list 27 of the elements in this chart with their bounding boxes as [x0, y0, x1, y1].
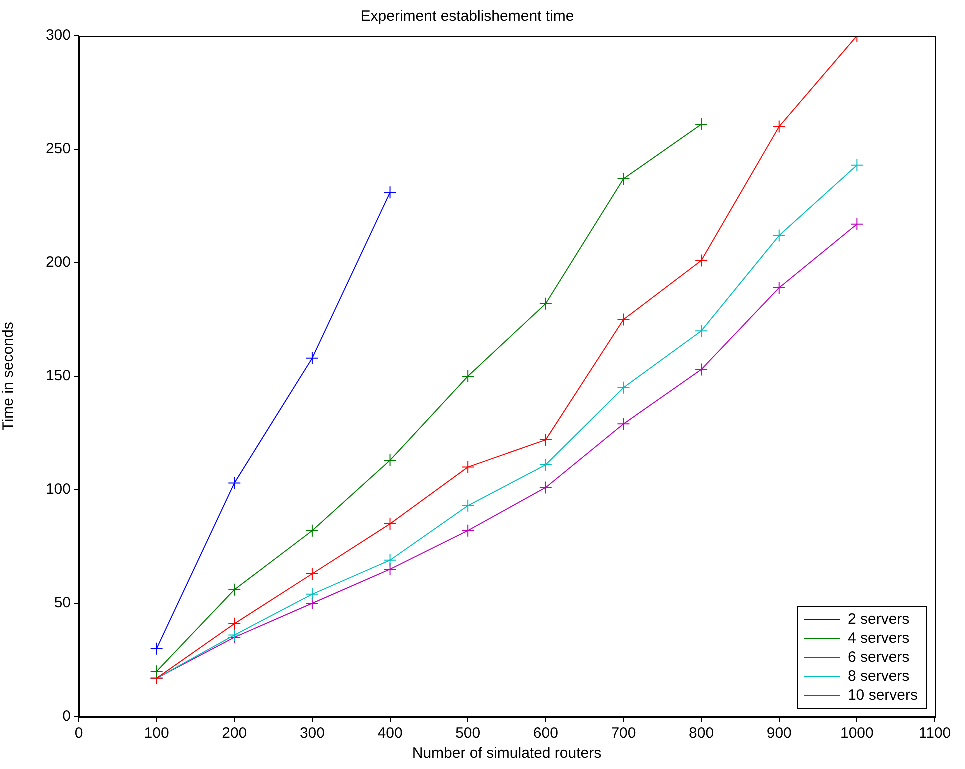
x-tick-label: 600 — [533, 725, 558, 742]
y-tick-label: 300 — [46, 27, 71, 44]
x-tick-label: 200 — [222, 725, 248, 742]
y-tick-label: 250 — [46, 140, 71, 158]
legend-label: 8 servers — [848, 667, 910, 686]
y-tick-label: 150 — [46, 368, 71, 385]
x-tick-label: 500 — [456, 725, 481, 742]
chart-title: Experiment establishement time — [360, 8, 574, 26]
x-tick-label: 700 — [611, 725, 636, 742]
x-tick-label: 1100 — [918, 725, 952, 742]
legend-label: 2 servers — [848, 610, 910, 629]
legend-label: 10 servers — [848, 686, 918, 705]
legend-label: 4 servers — [848, 629, 910, 648]
x-tick-label: 0 — [74, 725, 84, 742]
y-axis-title: Time in seconds — [0, 322, 18, 431]
y-tick-label: 0 — [62, 708, 71, 726]
legend-label: 6 servers — [848, 648, 910, 667]
x-tick-label: 400 — [378, 725, 403, 742]
x-tick-label: 800 — [689, 725, 714, 742]
x-tick-label: 1000 — [840, 725, 874, 742]
y-tick-label: 100 — [46, 481, 71, 498]
y-tick-label: 50 — [54, 594, 71, 612]
x-tick-label: 900 — [766, 725, 792, 742]
x-tick-label: 100 — [144, 725, 170, 742]
x-axis-title: Number of simulated routers — [412, 745, 602, 762]
x-tick-label: 300 — [300, 725, 325, 742]
y-tick-label: 200 — [46, 254, 71, 272]
